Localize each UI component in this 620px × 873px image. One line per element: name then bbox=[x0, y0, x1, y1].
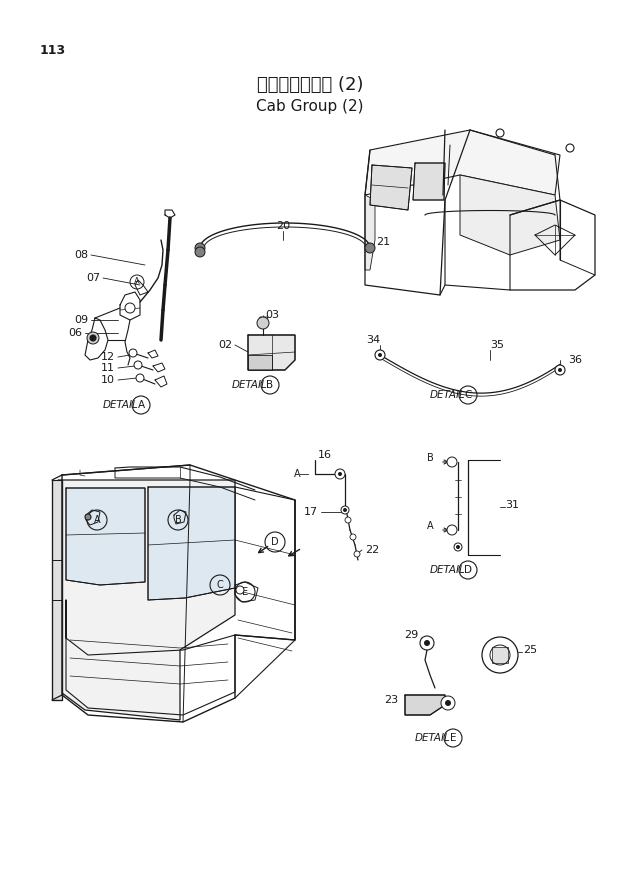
Polygon shape bbox=[365, 130, 560, 195]
Circle shape bbox=[134, 361, 142, 369]
Circle shape bbox=[125, 303, 135, 313]
Circle shape bbox=[195, 243, 205, 253]
Polygon shape bbox=[52, 480, 62, 700]
Text: A—: A— bbox=[294, 469, 310, 479]
Circle shape bbox=[236, 586, 244, 594]
Text: 29: 29 bbox=[404, 630, 418, 640]
Circle shape bbox=[424, 640, 430, 646]
Text: DETAIL: DETAIL bbox=[415, 733, 451, 743]
Circle shape bbox=[365, 243, 375, 253]
Polygon shape bbox=[370, 165, 412, 210]
Text: Cab Group (2): Cab Group (2) bbox=[256, 100, 364, 114]
Text: 10: 10 bbox=[101, 375, 115, 385]
Polygon shape bbox=[58, 480, 235, 720]
Polygon shape bbox=[365, 195, 375, 270]
Text: 36: 36 bbox=[568, 355, 582, 365]
Text: 07: 07 bbox=[86, 273, 100, 283]
Text: E: E bbox=[242, 587, 248, 597]
Text: 20: 20 bbox=[276, 221, 290, 231]
Text: A: A bbox=[134, 278, 140, 286]
Text: B: B bbox=[175, 515, 182, 525]
Text: 16: 16 bbox=[318, 450, 332, 460]
Text: A: A bbox=[138, 400, 144, 410]
Circle shape bbox=[496, 129, 504, 137]
Circle shape bbox=[345, 517, 351, 523]
Circle shape bbox=[129, 349, 137, 357]
Text: DETAIL: DETAIL bbox=[103, 400, 139, 410]
Circle shape bbox=[445, 700, 451, 706]
Text: 21: 21 bbox=[376, 237, 390, 247]
Polygon shape bbox=[460, 175, 560, 255]
Circle shape bbox=[335, 469, 345, 479]
Text: 23: 23 bbox=[384, 695, 398, 705]
Polygon shape bbox=[248, 335, 295, 370]
Circle shape bbox=[341, 506, 349, 514]
Circle shape bbox=[566, 144, 574, 152]
Circle shape bbox=[441, 696, 455, 710]
Text: 11: 11 bbox=[101, 363, 115, 373]
Text: B: B bbox=[267, 380, 273, 390]
Text: 31: 31 bbox=[505, 500, 519, 510]
Polygon shape bbox=[405, 695, 445, 715]
Text: 25: 25 bbox=[523, 645, 537, 655]
Circle shape bbox=[338, 472, 342, 476]
Circle shape bbox=[87, 332, 99, 344]
Polygon shape bbox=[492, 647, 508, 663]
Text: DETAIL: DETAIL bbox=[430, 390, 466, 400]
Circle shape bbox=[375, 350, 385, 360]
Circle shape bbox=[257, 317, 269, 329]
Circle shape bbox=[85, 514, 91, 520]
Circle shape bbox=[136, 374, 144, 382]
Circle shape bbox=[555, 365, 565, 375]
Circle shape bbox=[420, 636, 434, 650]
Text: 02: 02 bbox=[218, 340, 232, 350]
Circle shape bbox=[354, 551, 360, 557]
Text: C: C bbox=[464, 390, 472, 400]
Text: 09: 09 bbox=[74, 315, 88, 325]
Text: 113: 113 bbox=[40, 44, 66, 57]
Text: 35: 35 bbox=[490, 340, 504, 350]
Text: B: B bbox=[427, 453, 434, 463]
Text: D: D bbox=[271, 537, 279, 547]
Circle shape bbox=[343, 508, 347, 512]
Polygon shape bbox=[148, 487, 235, 600]
Circle shape bbox=[378, 353, 382, 357]
Text: キャブグループ (2): キャブグループ (2) bbox=[257, 76, 363, 94]
Text: D: D bbox=[464, 565, 472, 575]
Circle shape bbox=[454, 543, 462, 551]
Text: DETAIL: DETAIL bbox=[430, 565, 466, 575]
Text: 34: 34 bbox=[366, 335, 380, 345]
Circle shape bbox=[558, 368, 562, 372]
Circle shape bbox=[195, 247, 205, 257]
Circle shape bbox=[90, 335, 96, 341]
Text: C: C bbox=[216, 580, 223, 590]
Text: 22: 22 bbox=[365, 545, 379, 555]
Text: 03: 03 bbox=[265, 310, 279, 320]
Polygon shape bbox=[248, 355, 272, 370]
Text: 06: 06 bbox=[68, 328, 82, 338]
Text: E: E bbox=[450, 733, 456, 743]
Text: 17: 17 bbox=[304, 507, 318, 517]
Circle shape bbox=[456, 545, 460, 549]
Circle shape bbox=[447, 457, 457, 467]
Circle shape bbox=[447, 525, 457, 535]
Text: DETAIL: DETAIL bbox=[232, 380, 268, 390]
Text: A: A bbox=[427, 521, 434, 531]
Circle shape bbox=[350, 534, 356, 540]
Text: 08: 08 bbox=[74, 250, 88, 260]
Polygon shape bbox=[66, 488, 145, 585]
Text: 12: 12 bbox=[101, 352, 115, 362]
Text: A: A bbox=[94, 515, 100, 525]
Polygon shape bbox=[413, 163, 445, 200]
